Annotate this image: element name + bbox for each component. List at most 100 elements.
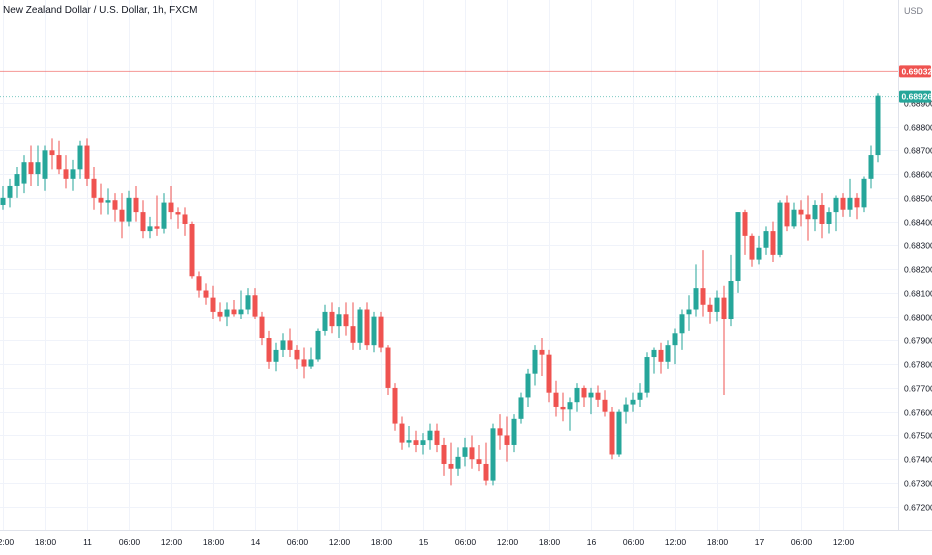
price-tick-label: 0.67500 xyxy=(904,431,932,441)
price-tick-label: 0.67700 xyxy=(904,384,932,394)
candle-up xyxy=(673,329,678,365)
candle-up xyxy=(337,307,342,338)
time-axis[interactable]: 12:0018:001106:0012:0018:001406:0012:001… xyxy=(0,537,854,547)
candle-up xyxy=(512,414,517,452)
candle-body xyxy=(827,212,832,224)
candle-up xyxy=(421,433,426,454)
candle-up xyxy=(162,193,167,233)
candle-body xyxy=(694,288,699,309)
candle-up xyxy=(358,307,363,350)
candle-down xyxy=(176,207,181,228)
candle-body xyxy=(379,317,384,348)
candle-down xyxy=(141,200,146,238)
candle-body xyxy=(330,312,335,326)
candle-up xyxy=(372,312,377,352)
price-axis[interactable]: 0.689000.688000.687000.686000.685000.684… xyxy=(904,99,932,513)
candle-down xyxy=(190,222,195,279)
candle-body xyxy=(841,198,846,210)
candle-up xyxy=(491,424,496,486)
candle-down xyxy=(295,345,300,369)
candle-body xyxy=(855,198,860,208)
candle-body xyxy=(764,231,769,248)
candle-down xyxy=(540,338,545,376)
candle-body xyxy=(652,350,657,357)
time-tick-label: 12:00 xyxy=(833,537,855,547)
candle-body xyxy=(176,212,181,214)
candle-body xyxy=(568,402,573,409)
candle-up xyxy=(568,397,573,430)
price-tick-label: 0.68400 xyxy=(904,218,932,228)
candle-down xyxy=(218,302,223,321)
candle-up xyxy=(827,207,832,233)
candle-body xyxy=(547,355,552,393)
candle-body xyxy=(358,310,363,343)
candle-down xyxy=(302,348,307,379)
candle-body xyxy=(22,162,27,183)
candle-body xyxy=(813,205,818,219)
candle-body xyxy=(869,155,874,179)
candle-body xyxy=(295,350,300,360)
candle-body xyxy=(582,388,587,398)
candle-up xyxy=(645,352,650,397)
candle-body xyxy=(141,212,146,231)
candle-body xyxy=(778,203,783,255)
candle-up xyxy=(589,388,594,414)
candle-body xyxy=(750,236,755,260)
candle-body xyxy=(708,305,713,312)
candle-up xyxy=(869,146,874,189)
time-tick-label: 12:00 xyxy=(161,537,183,547)
candle-body xyxy=(29,162,34,174)
candle-body xyxy=(183,214,188,224)
candle-down xyxy=(253,288,258,319)
candle-body xyxy=(624,405,629,412)
candle-body xyxy=(596,393,601,400)
candle-body xyxy=(204,291,209,298)
candle-body xyxy=(442,445,447,464)
candle-down xyxy=(92,167,97,210)
candle-up xyxy=(624,397,629,423)
candle-body xyxy=(512,419,517,445)
candle-body xyxy=(155,226,160,228)
candle-body xyxy=(169,203,174,213)
candle-down xyxy=(386,345,391,395)
candle-up xyxy=(127,191,132,227)
candle-body xyxy=(407,440,412,442)
candle-body xyxy=(736,212,741,281)
candle-down xyxy=(57,141,62,174)
candle-body xyxy=(134,198,139,212)
candle-down xyxy=(113,193,118,222)
time-tick-label: 18:00 xyxy=(707,537,729,547)
candle-up xyxy=(575,383,580,412)
candle-body xyxy=(589,393,594,398)
candle-body xyxy=(64,169,69,179)
candle-down xyxy=(267,331,272,369)
candle-body xyxy=(862,179,867,208)
candle-body xyxy=(561,407,566,409)
candle-body xyxy=(491,428,496,480)
candle-body xyxy=(449,464,454,469)
candle-body xyxy=(36,162,41,174)
candle-up xyxy=(316,329,321,362)
time-tick-label: 06:00 xyxy=(623,537,645,547)
time-tick-label: 18:00 xyxy=(203,537,225,547)
candle-body xyxy=(792,210,797,227)
candle-up xyxy=(792,203,797,229)
candle-body xyxy=(302,359,307,366)
time-tick-label: 06:00 xyxy=(791,537,813,547)
time-tick-label: 06:00 xyxy=(119,537,141,547)
price-tick-label: 0.67600 xyxy=(904,408,932,418)
candle-body xyxy=(190,224,195,276)
candle-up xyxy=(71,160,76,191)
candle-up xyxy=(246,288,251,314)
candle-up xyxy=(736,212,741,293)
candle-body xyxy=(680,314,685,333)
candle-body xyxy=(470,447,475,459)
candle-down xyxy=(610,407,615,459)
price-tick-label: 0.67300 xyxy=(904,479,932,489)
time-tick-label: 12:00 xyxy=(0,537,14,547)
candle-body xyxy=(316,331,321,360)
candle-down xyxy=(393,383,398,431)
price-tag-label: 0.68926 xyxy=(902,92,932,102)
